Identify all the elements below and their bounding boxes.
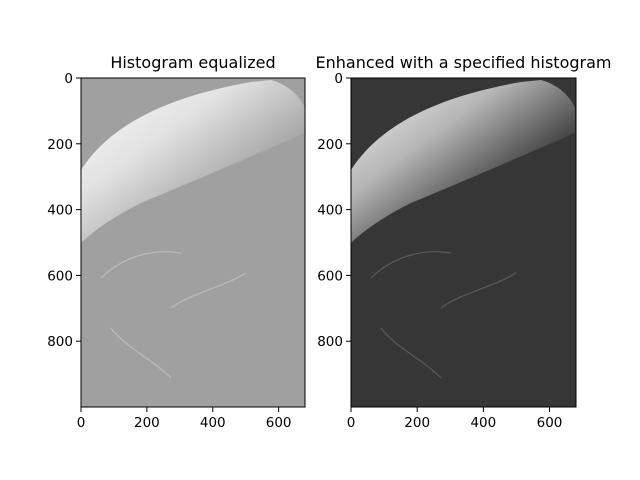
x-tick-label: 600 <box>537 415 563 431</box>
axes-frame <box>80 77 306 408</box>
y-tick-label: 200 <box>317 137 343 153</box>
x-tick-label: 200 <box>134 415 160 431</box>
chart-title: Enhanced with a specified histogram <box>316 53 612 72</box>
moon-texture <box>100 251 247 379</box>
y-tick-label: 200 <box>47 137 73 153</box>
y-tick-label: 800 <box>47 334 73 350</box>
y-tick-label: 400 <box>47 203 73 219</box>
x-tick-label: 200 <box>404 415 430 431</box>
moon-limb <box>81 80 305 243</box>
x-tick-label: 400 <box>200 415 226 431</box>
x-tick-label: 400 <box>470 415 496 431</box>
y-tick-label: 0 <box>64 71 73 87</box>
y-tick-label: 0 <box>334 71 343 87</box>
y-tick-label: 400 <box>317 203 343 219</box>
axes-frame <box>350 77 577 408</box>
y-tick-label: 600 <box>47 268 73 284</box>
moon-texture <box>370 251 517 379</box>
x-tick-label: 0 <box>77 415 86 431</box>
y-tick-label: 800 <box>317 334 343 350</box>
x-tick-label: 600 <box>266 415 292 431</box>
chart-title: Histogram equalized <box>110 53 275 72</box>
x-tick-label: 0 <box>347 415 356 431</box>
y-tick-label: 600 <box>317 268 343 284</box>
moon-limb <box>351 80 575 243</box>
